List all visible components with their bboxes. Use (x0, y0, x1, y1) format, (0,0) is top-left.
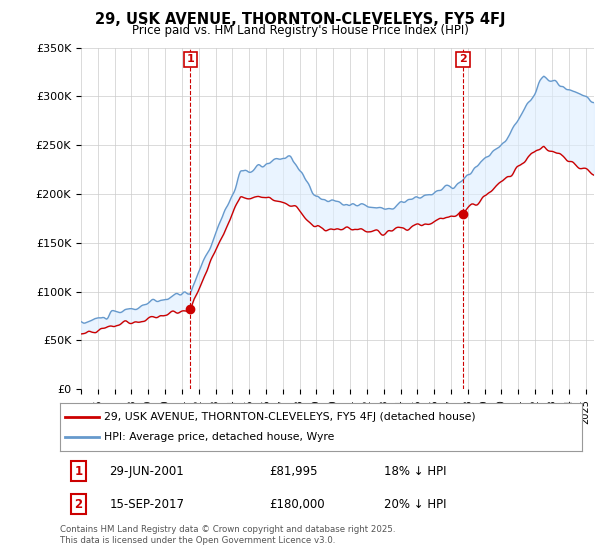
Text: Price paid vs. HM Land Registry's House Price Index (HPI): Price paid vs. HM Land Registry's House … (131, 24, 469, 37)
Text: HPI: Average price, detached house, Wyre: HPI: Average price, detached house, Wyre (104, 432, 335, 442)
Text: 2: 2 (74, 498, 82, 511)
Text: 29-JUN-2001: 29-JUN-2001 (110, 465, 184, 478)
Text: 29, USK AVENUE, THORNTON-CLEVELEYS, FY5 4FJ (detached house): 29, USK AVENUE, THORNTON-CLEVELEYS, FY5 … (104, 412, 476, 422)
Text: 1: 1 (74, 465, 82, 478)
Text: 18% ↓ HPI: 18% ↓ HPI (383, 465, 446, 478)
Text: 20% ↓ HPI: 20% ↓ HPI (383, 498, 446, 511)
Text: 2: 2 (459, 54, 467, 64)
Text: £81,995: £81,995 (269, 465, 317, 478)
Text: £180,000: £180,000 (269, 498, 325, 511)
Text: Contains HM Land Registry data © Crown copyright and database right 2025.
This d: Contains HM Land Registry data © Crown c… (60, 525, 395, 545)
Text: 29, USK AVENUE, THORNTON-CLEVELEYS, FY5 4FJ: 29, USK AVENUE, THORNTON-CLEVELEYS, FY5 … (95, 12, 505, 27)
Text: 15-SEP-2017: 15-SEP-2017 (110, 498, 185, 511)
Text: 1: 1 (186, 54, 194, 64)
